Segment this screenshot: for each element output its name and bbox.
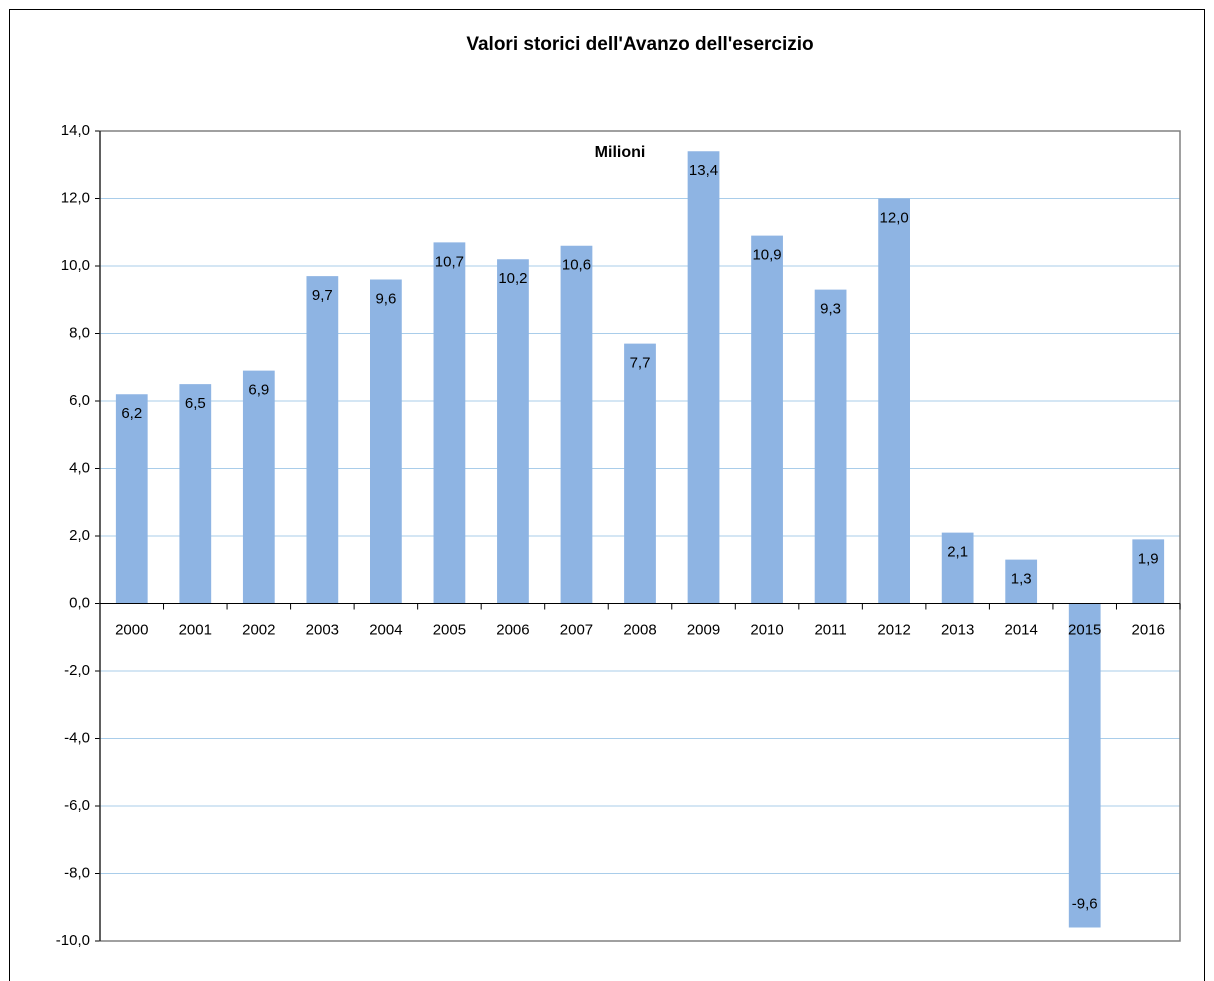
x-tick-label: 2007	[560, 621, 593, 638]
bar	[751, 235, 783, 604]
x-tick-label: 2009	[687, 621, 720, 638]
data-label: 10,2	[498, 270, 527, 287]
bar	[1005, 559, 1038, 604]
data-label: 10,7	[435, 253, 464, 270]
annotation: Milioni	[595, 144, 646, 161]
bar	[1132, 539, 1165, 604]
x-tick-label: 2008	[623, 621, 656, 638]
data-label: 12,0	[880, 209, 909, 226]
bar	[687, 151, 720, 604]
data-label: 6,2	[121, 405, 142, 422]
y-tick-label: -6,0	[64, 797, 90, 814]
x-tick-label: 2015	[1068, 621, 1101, 638]
data-label: 2,1	[947, 544, 968, 561]
y-tick-label: 12,0	[61, 189, 90, 206]
data-label: 9,3	[820, 301, 841, 318]
data-label: -9,6	[1072, 895, 1098, 912]
bar	[115, 394, 148, 604]
x-tick-label: 2014	[1004, 621, 1037, 638]
bar	[242, 370, 275, 604]
bar	[560, 245, 593, 604]
data-label: 6,5	[185, 395, 206, 412]
data-label: 1,3	[1011, 571, 1032, 588]
y-tick-label: -10,0	[56, 932, 90, 949]
bar	[878, 198, 910, 604]
x-tick-label: 2013	[941, 621, 974, 638]
y-tick-label: 6,0	[69, 392, 90, 409]
x-tick-label: 2001	[179, 621, 212, 638]
y-tick-label: 14,0	[61, 122, 90, 139]
x-tick-label: 2000	[115, 621, 148, 638]
y-tick-label: 10,0	[61, 257, 90, 274]
y-tick-label: -8,0	[64, 864, 90, 881]
bar	[370, 279, 402, 604]
data-label: 9,6	[375, 290, 396, 307]
bar	[179, 384, 212, 604]
x-tick-label: 2012	[877, 621, 910, 638]
data-label: 9,7	[312, 287, 333, 304]
data-label: 1,9	[1138, 550, 1159, 567]
chart-title: Valori storici dell'Avanzo dell'esercizi…	[466, 34, 813, 55]
bar	[624, 343, 656, 604]
bar	[306, 276, 339, 604]
x-tick-label: 2010	[750, 621, 783, 638]
bar	[433, 242, 466, 604]
x-tick-label: 2002	[242, 621, 275, 638]
chart-frame	[9, 9, 1205, 981]
y-tick-label: 8,0	[69, 324, 90, 341]
x-tick-label: 2004	[369, 621, 402, 638]
y-tick-label: 4,0	[69, 459, 90, 476]
data-label: 6,9	[248, 382, 269, 399]
bar	[497, 259, 529, 604]
bar	[814, 289, 847, 604]
data-label: 7,7	[630, 355, 651, 372]
data-label: 13,4	[689, 162, 718, 179]
x-tick-label: 2016	[1132, 621, 1165, 638]
x-tick-label: 2011	[814, 621, 846, 638]
x-tick-label: 2006	[496, 621, 529, 638]
bar	[1068, 603, 1101, 928]
y-tick-label: 0,0	[69, 594, 90, 611]
y-tick-label: -2,0	[64, 662, 90, 679]
data-label: 10,6	[562, 257, 591, 274]
x-tick-label: 2003	[306, 621, 339, 638]
y-tick-label: -4,0	[64, 729, 90, 746]
bar	[941, 532, 974, 604]
y-tick-label: 2,0	[69, 527, 90, 544]
x-tick-label: 2005	[433, 621, 466, 638]
data-label: 10,9	[752, 247, 781, 264]
